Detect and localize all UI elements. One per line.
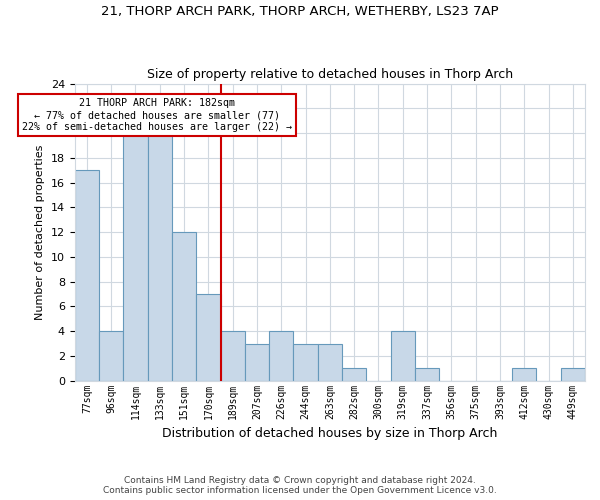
Title: Size of property relative to detached houses in Thorp Arch: Size of property relative to detached ho… [147,68,513,81]
Bar [99,331,124,380]
X-axis label: Distribution of detached houses by size in Thorp Arch: Distribution of detached houses by size … [162,427,497,440]
Text: 21 THORP ARCH PARK: 182sqm
← 77% of detached houses are smaller (77)
22% of semi: 21 THORP ARCH PARK: 182sqm ← 77% of deta… [22,98,292,132]
Bar [342,368,367,380]
Bar [293,344,318,380]
Bar [512,368,536,380]
Y-axis label: Number of detached properties: Number of detached properties [35,144,45,320]
Bar [318,344,342,380]
Bar [221,331,245,380]
Bar [391,331,415,380]
Text: Contains HM Land Registry data © Crown copyright and database right 2024.
Contai: Contains HM Land Registry data © Crown c… [103,476,497,495]
Bar [561,368,585,380]
Bar [269,331,293,380]
Bar [415,368,439,380]
Bar [75,170,99,380]
Bar [245,344,269,380]
Bar [172,232,196,380]
Bar [124,133,148,380]
Bar [148,133,172,380]
Bar [196,294,221,380]
Text: 21, THORP ARCH PARK, THORP ARCH, WETHERBY, LS23 7AP: 21, THORP ARCH PARK, THORP ARCH, WETHERB… [101,5,499,18]
